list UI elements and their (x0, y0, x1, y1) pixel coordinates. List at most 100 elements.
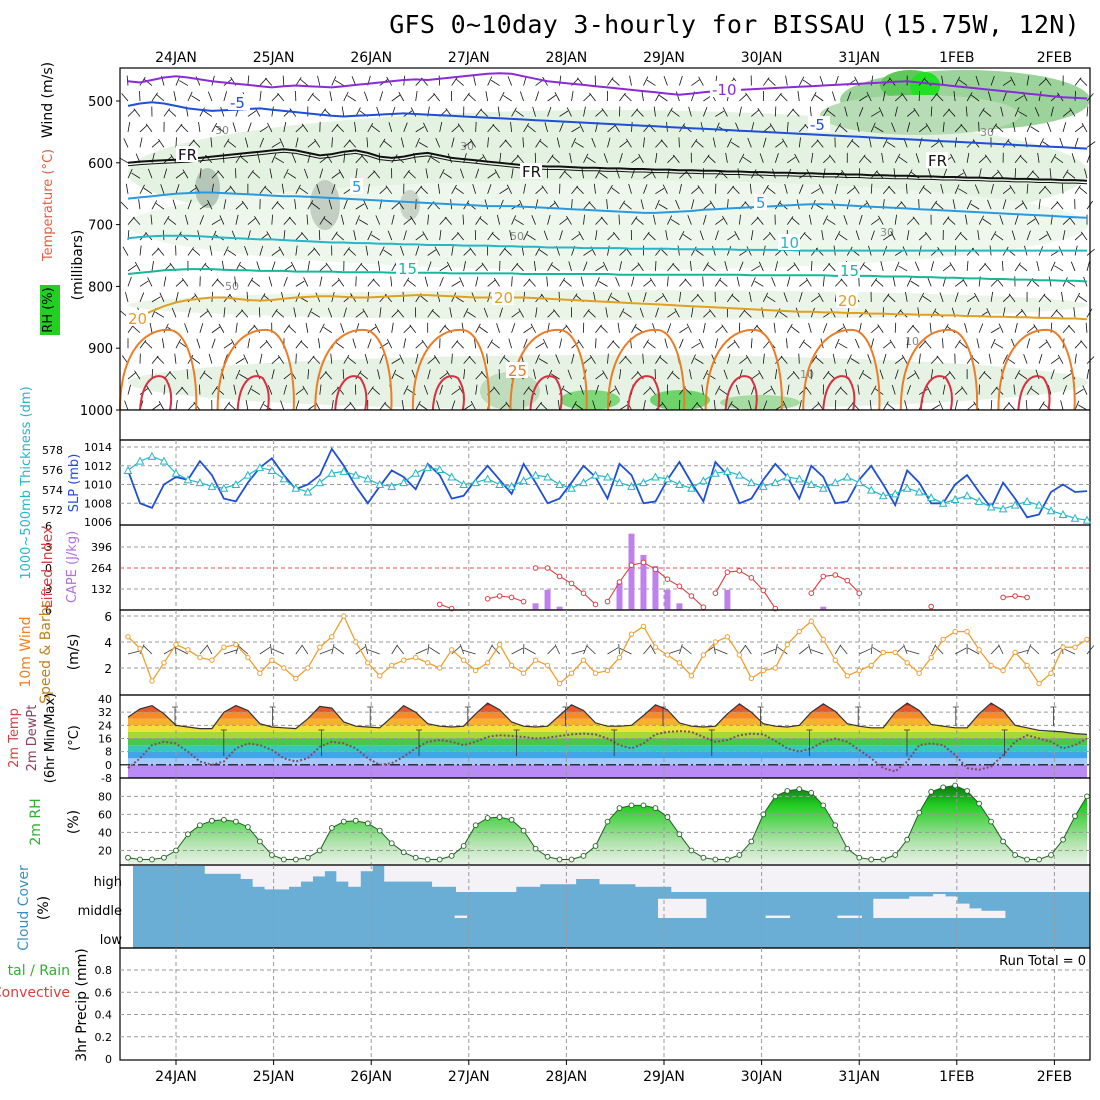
wind-barb (613, 231, 620, 241)
wind-barb (618, 214, 620, 225)
wind-barb (1012, 122, 1016, 132)
isotherm-FR (127, 148, 1088, 182)
wind-barb (191, 95, 201, 102)
wind-barb (211, 219, 221, 225)
wind-barb (410, 215, 417, 225)
wind-speed-marker (532, 657, 539, 663)
wind-barb (206, 308, 213, 318)
wind-barb (713, 400, 716, 411)
wind-barb (295, 353, 297, 364)
wind-barb (232, 122, 237, 133)
wind-speed-marker (197, 654, 203, 661)
thickness-marker (219, 483, 229, 492)
wind-barb (546, 276, 548, 287)
wind-barb (1037, 152, 1040, 163)
wind-barb (174, 353, 177, 364)
wind-barb (504, 139, 512, 148)
wind-barb (167, 218, 177, 225)
wind-barb (994, 342, 1004, 349)
wind-barb (348, 248, 357, 256)
thickness-marker (303, 487, 313, 496)
wind-barb (209, 245, 213, 256)
rh-contour-label: 30 (460, 140, 474, 153)
wind-speed-marker (293, 675, 299, 682)
wind-barb (863, 264, 872, 272)
surface-wind-barb (1026, 644, 1032, 655)
wind-barb (271, 141, 281, 148)
wind-barb (551, 264, 560, 272)
wind-barb (703, 106, 708, 117)
wind-barb (810, 139, 819, 148)
wind-barb (456, 340, 464, 349)
wind-barb (119, 157, 129, 164)
wind-barb (1038, 199, 1041, 210)
rh-marker (233, 818, 239, 825)
wind-barb (722, 107, 728, 117)
thickness-marker (998, 504, 1008, 513)
wind-barb (1081, 123, 1088, 133)
wind-barb (175, 339, 181, 349)
wind-barb (1062, 230, 1066, 241)
wind-barb (559, 75, 562, 86)
wind-barb (199, 370, 206, 380)
wind-barb (722, 215, 728, 225)
wind-barb (427, 249, 437, 256)
wind-barb (247, 338, 251, 349)
wind-barb (672, 263, 680, 272)
wind-barb (709, 309, 716, 318)
wind-barb (769, 123, 776, 133)
thickness-marker (135, 456, 145, 465)
surface-wind-barb (713, 644, 716, 655)
wind-barb (367, 230, 373, 241)
cloud-high-gap (420, 866, 433, 882)
wind-barb (388, 122, 393, 133)
wind-barb (384, 294, 393, 303)
contour-label-bg (926, 152, 948, 168)
wind-barb (987, 91, 992, 102)
wind-barb (786, 323, 793, 333)
wind-barb (743, 310, 752, 318)
wind-barb (559, 325, 568, 334)
wind-barb (918, 353, 921, 364)
wind-speed-marker (556, 680, 563, 687)
wind-barb (555, 354, 560, 364)
wind-barb (995, 125, 1004, 133)
rh-marker (149, 856, 155, 863)
li-tick-label: -6 (41, 520, 52, 533)
wind-barb (595, 338, 597, 349)
wind-barb (391, 202, 400, 210)
isotherm-label: FR (928, 152, 947, 170)
wind-barb (1002, 91, 1008, 102)
wind-barb (882, 138, 888, 148)
wind-barb (511, 323, 516, 333)
wind-barb (403, 122, 408, 133)
wind-barb (834, 338, 840, 349)
wind-barb (966, 152, 970, 163)
wind-barb (727, 233, 736, 241)
surface-wind-barb (739, 644, 747, 655)
wind-barb (239, 156, 249, 164)
cloud-high-gap (360, 866, 373, 872)
wind-barb (171, 307, 177, 318)
wind-barb (990, 327, 1000, 334)
wind-barb (715, 277, 722, 287)
wind-barb (1078, 404, 1088, 411)
rh-marker (784, 788, 791, 794)
wind-barb (331, 231, 338, 241)
wind-barb (875, 279, 884, 287)
wind-barb (255, 369, 261, 380)
wind-barb (890, 230, 896, 241)
surface-wind-barb (935, 645, 944, 655)
wind-barb (850, 358, 860, 364)
wind-barb (853, 185, 860, 194)
wind-barb (611, 78, 620, 86)
wind-barb (439, 122, 443, 132)
pressure-tick-label: 700 (88, 219, 113, 234)
wind-barb (403, 325, 412, 334)
wind-barb (125, 183, 129, 194)
wind-barb (840, 278, 848, 287)
wind-barb (283, 276, 288, 287)
wind-barb (1060, 400, 1064, 411)
wind-barb (736, 276, 740, 287)
wind-barb (929, 322, 932, 333)
